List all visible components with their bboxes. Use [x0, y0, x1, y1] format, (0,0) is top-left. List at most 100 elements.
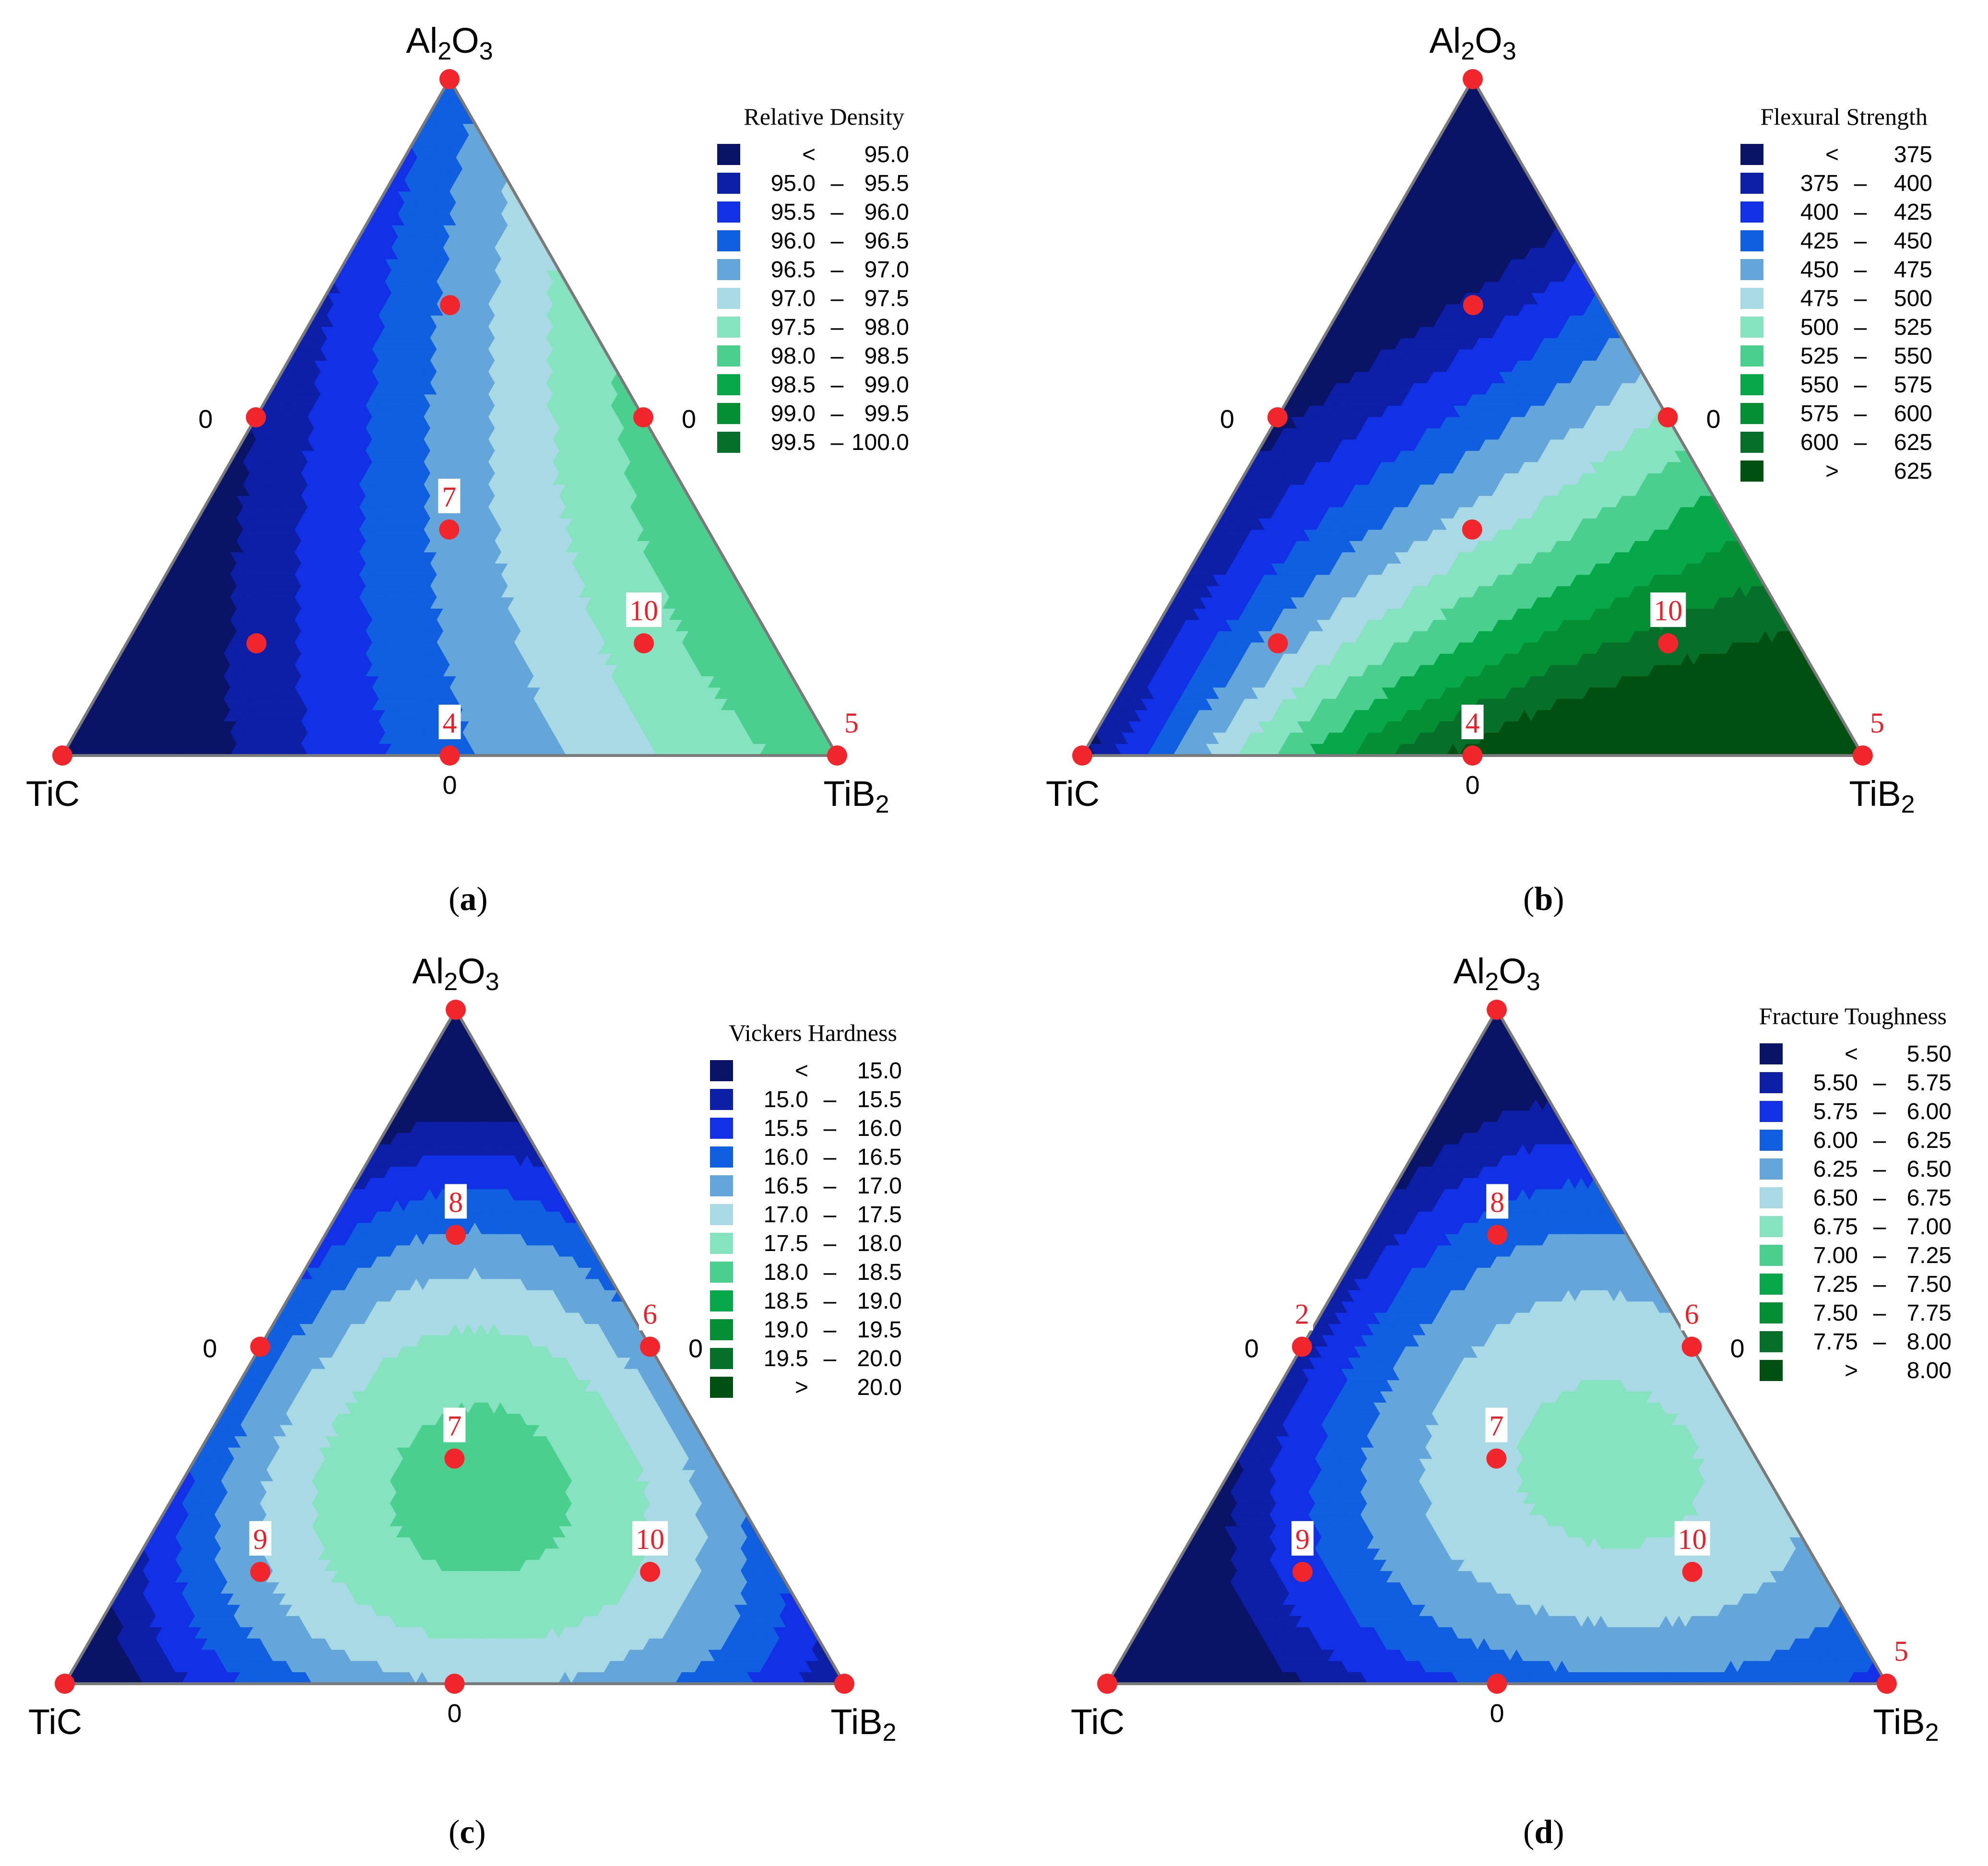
legend: Vickers Hardness< 15.015.0–15.515.5–16.01…	[710, 1019, 902, 1400]
legend-dash: –	[831, 401, 844, 426]
point-label: 2	[1295, 1299, 1309, 1330]
vertex-label-top: Al2O3	[1429, 21, 1516, 65]
legend-high: 20.0	[857, 1375, 902, 1400]
panel-caption: (b)	[1523, 880, 1564, 919]
legend-high: 500	[1894, 286, 1932, 311]
design-point	[440, 295, 461, 316]
legend-swatch	[710, 1146, 733, 1168]
point-label: 4	[1466, 707, 1480, 739]
design-point	[1292, 1336, 1312, 1357]
legend-high: 18.0	[857, 1231, 902, 1256]
point-label-background	[438, 478, 461, 513]
legend-swatch	[710, 1118, 733, 1139]
point-label: 10	[1654, 595, 1682, 626]
legend-swatch	[1760, 1043, 1783, 1064]
legend-dash: –	[824, 1145, 837, 1170]
legend-low: 98.0	[771, 343, 816, 369]
design-point	[1658, 633, 1679, 654]
ternary-panel-d: Al2O3 TiC TiB2 0 0 0 8 2 6 7 9 10 5 Fracture Toughnes…	[1030, 933, 1988, 1777]
legend-low: 7.00	[1813, 1243, 1858, 1268]
legend-swatch	[1760, 1130, 1783, 1151]
vertex-label-top: Al2O3	[406, 21, 493, 65]
design-point	[246, 633, 267, 654]
legend-low: >	[1825, 459, 1839, 484]
legend-swatch	[710, 1204, 733, 1225]
legend-dash: –	[831, 372, 844, 398]
ternary-plot-b: Al2O3 TiC TiB2 0 0 0 10 4 5 Flexural Strength < 375…	[1046, 21, 1932, 818]
legend-low: 7.75	[1813, 1329, 1858, 1355]
legend-low: 99.0	[771, 401, 816, 426]
legend-swatch	[710, 1089, 733, 1110]
design-point	[1657, 407, 1678, 427]
panel-caption: (a)	[449, 880, 488, 919]
legend-high: 19.0	[857, 1288, 902, 1314]
legend-swatch	[1740, 345, 1763, 366]
legend-high: 100.0	[852, 430, 909, 455]
design-point	[439, 519, 460, 540]
legend-high: 19.5	[857, 1317, 902, 1343]
edge-zero-label: 0	[1220, 405, 1234, 434]
caption-close: )	[1553, 881, 1564, 918]
legend-high: 600	[1894, 401, 1932, 426]
point-label-background	[438, 705, 461, 739]
legend-low: 15.0	[764, 1087, 808, 1112]
design-point	[1097, 1674, 1117, 1694]
vertex-label-left: TiC	[28, 1702, 82, 1742]
legend-swatch	[717, 432, 740, 453]
legend-swatch	[1760, 1245, 1783, 1266]
legend-swatch	[710, 1290, 733, 1311]
legend-low: <	[1825, 142, 1839, 167]
legend-high: 6.50	[1907, 1157, 1952, 1182]
legend-swatch	[710, 1175, 733, 1196]
legend-high: 97.5	[864, 286, 909, 311]
point-label-background	[632, 1521, 668, 1556]
design-point	[1682, 1561, 1703, 1582]
legend-high: 18.5	[857, 1260, 902, 1285]
legend-swatch	[1740, 201, 1763, 223]
point-label: 6	[643, 1299, 657, 1330]
legend-title: Flexural Strength	[1760, 103, 1928, 130]
legend-swatch	[1760, 1158, 1783, 1180]
legend-low: 7.25	[1813, 1272, 1858, 1297]
legend-low: 7.50	[1813, 1300, 1858, 1326]
legend-dash: –	[831, 228, 844, 254]
point-label: 10	[1678, 1524, 1707, 1555]
design-point	[1487, 1000, 1507, 1020]
legend-low: 96.0	[771, 228, 816, 254]
legend-high: 375	[1894, 142, 1932, 167]
legend-swatch	[1760, 1072, 1783, 1093]
legend-title: Relative Density	[744, 103, 904, 130]
legend-swatch	[717, 288, 740, 309]
legend: Flexural Strength< 375375–400400–425425–4…	[1740, 103, 1932, 484]
legend-low: 15.5	[764, 1116, 808, 1141]
point-label-background	[1680, 1296, 1703, 1331]
design-point	[633, 407, 653, 427]
legend-dash: –	[1854, 228, 1867, 254]
legend-low: 95.5	[771, 200, 816, 225]
legend-high: 8.00	[1907, 1358, 1952, 1383]
legend-dash: –	[824, 1317, 837, 1343]
caption-open: (	[449, 881, 460, 918]
vertex-label-left: TiC	[1046, 774, 1100, 814]
caption-open: (	[1523, 1814, 1535, 1851]
legend-high: 96.0	[864, 200, 909, 225]
legend-title: Fracture Toughness	[1759, 1003, 1947, 1029]
point-label-background	[1461, 705, 1484, 739]
edge-zero-label: 0	[682, 405, 696, 434]
legend-low: 97.5	[771, 315, 816, 340]
legend-swatch	[1760, 1302, 1783, 1323]
design-point	[1462, 519, 1482, 540]
edge-zero-label: 0	[447, 1699, 462, 1728]
point-label: 9	[253, 1524, 268, 1555]
legend-low: 98.5	[771, 372, 816, 398]
legend-dash: –	[824, 1260, 837, 1285]
design-point	[834, 1674, 854, 1694]
legend-dash: –	[1873, 1329, 1886, 1355]
legend-swatch	[1740, 230, 1763, 251]
vertex-label-right: TiB2	[823, 774, 889, 818]
legend-low: 425	[1800, 228, 1839, 254]
legend-low: 16.0	[764, 1145, 808, 1170]
legend-high: 6.75	[1907, 1185, 1952, 1211]
design-point	[640, 1336, 660, 1357]
